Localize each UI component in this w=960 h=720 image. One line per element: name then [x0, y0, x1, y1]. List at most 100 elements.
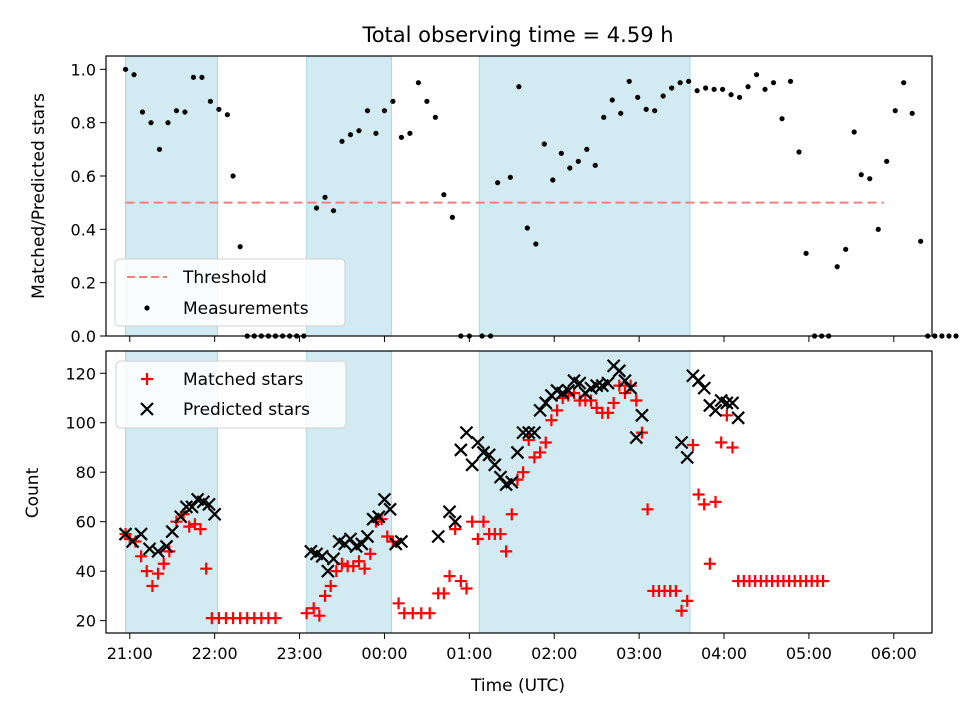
predicted-star-point	[159, 539, 174, 554]
predicted-star-point	[538, 396, 553, 410]
measurement-point	[728, 92, 734, 98]
measurement-point	[148, 120, 154, 126]
measurement-point	[524, 225, 530, 231]
measurement-point	[381, 108, 388, 114]
matched-star-point	[319, 589, 332, 602]
measurement-point	[584, 146, 590, 152]
predicted-star-point	[448, 514, 462, 529]
measurement-point	[779, 116, 785, 122]
bottom-y-tick-label: 60	[76, 513, 96, 532]
top-shaded-intervals	[125, 55, 691, 337]
measurement-point	[347, 132, 354, 138]
measurement-point	[173, 108, 180, 114]
matched-star-point	[146, 580, 159, 592]
top-legend: Threshold Measurements	[114, 258, 346, 327]
predicted-star-point	[635, 408, 649, 423]
measurement-point	[356, 128, 362, 134]
figure-title: Total observing time = 4.59 h	[361, 23, 673, 47]
predicted-star-point	[360, 529, 375, 544]
predicted-star-point	[516, 425, 530, 440]
measurement-point	[745, 84, 751, 90]
bottom-y-tick-label: 20	[76, 612, 96, 631]
measurement-point	[541, 141, 547, 147]
measurement-point	[373, 130, 379, 136]
matched-star-point	[669, 584, 682, 597]
predicted-star-point	[521, 425, 536, 440]
bottom-y-tick-label: 80	[76, 463, 96, 482]
top-shaded-interval	[478, 55, 691, 337]
matched-star-point	[466, 515, 479, 528]
predicted-legend-label: Predicted stars	[183, 400, 310, 420]
matched-star-point	[715, 436, 728, 449]
measurement-point	[867, 176, 873, 182]
matched-star-point	[460, 582, 473, 595]
matched-star-point	[324, 580, 337, 592]
predicted-star-point	[680, 450, 695, 465]
predicted-star-point	[372, 509, 386, 524]
predicted-star-point	[708, 403, 723, 418]
matched-star-point	[152, 567, 165, 580]
measurement-point	[762, 86, 768, 92]
measurement-point	[199, 74, 205, 80]
threshold-legend-label: Threshold	[182, 268, 267, 288]
measurement-point	[918, 238, 924, 244]
top-y-tick-label: 0.2	[71, 274, 96, 293]
measurement-point	[875, 226, 881, 232]
predicted-star-point	[697, 381, 711, 395]
predicted-star-point	[601, 376, 615, 390]
predicted-legend-swatch	[140, 402, 154, 416]
top-y-tick-label: 0.0	[71, 327, 96, 346]
top-legend-box	[114, 258, 346, 327]
matched-star-point	[607, 396, 620, 409]
top-y-tick-label: 0.6	[71, 167, 96, 186]
matched-star-point	[135, 550, 148, 563]
predicted-star-point	[465, 458, 479, 472]
predicted-star-point	[185, 500, 199, 514]
predicted-star-point	[343, 532, 358, 546]
measurement-point	[207, 98, 214, 104]
measurement-point	[660, 93, 666, 99]
measurement-point	[533, 241, 539, 247]
x-tick-label: 02:00	[531, 644, 577, 663]
matched-star-point	[443, 570, 456, 583]
measurement-point	[339, 138, 345, 144]
top-y-tick-label: 0.8	[71, 114, 96, 133]
predicted-star-point	[510, 445, 525, 460]
predicted-star-point	[179, 500, 194, 514]
measurement-point	[441, 192, 447, 198]
x-tick-label: 03:00	[616, 644, 662, 663]
matched-star-point	[505, 508, 518, 521]
matched-star-point	[437, 587, 450, 600]
top-panel: 0.0 0.2 0.4 0.6 0.8 1.0 Matched/Predicted sta…	[29, 55, 959, 346]
measurement-point	[230, 173, 236, 179]
predicted-star-point	[488, 458, 502, 472]
matched-star-point	[500, 545, 513, 558]
measurement-point	[626, 78, 632, 84]
matched-star-point	[539, 436, 552, 449]
matched-star-point	[601, 406, 614, 419]
matched-star-point	[300, 607, 313, 620]
measurement-point	[939, 333, 945, 339]
bottom-legend-box	[115, 360, 347, 429]
x-tick-label: 00:00	[361, 644, 407, 663]
measurement-point	[432, 114, 438, 120]
measurement-point	[424, 98, 430, 104]
x-tick-label: 06:00	[871, 644, 917, 663]
x-tick-label: 05:00	[786, 644, 832, 663]
predicted-star-point	[315, 549, 329, 564]
matched-legend-swatch	[141, 373, 153, 385]
x-tick-label: 01:00	[446, 644, 492, 663]
predicted-star-point	[454, 443, 468, 457]
measurement-point	[643, 106, 649, 112]
matched-star-point	[817, 575, 830, 588]
measurement-point	[567, 165, 573, 171]
measurement-point	[686, 78, 692, 84]
matched-star-point	[720, 409, 733, 422]
predicted-star-point	[134, 527, 148, 541]
measurement-point	[609, 97, 615, 103]
measurement-point	[322, 194, 328, 200]
measurement-point	[216, 106, 222, 112]
measurement-point	[803, 250, 809, 256]
predicted-stars-series	[118, 359, 745, 578]
